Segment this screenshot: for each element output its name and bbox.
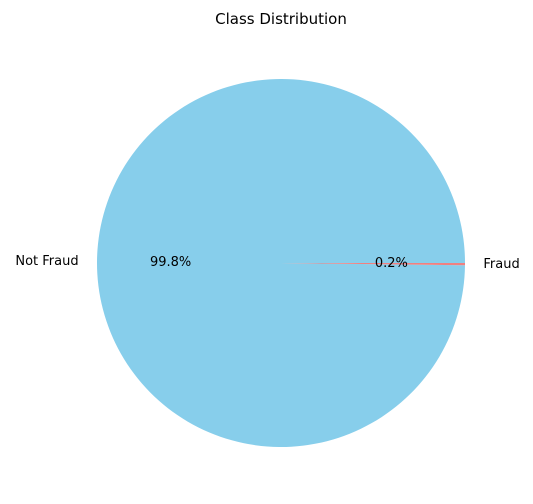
percent-label: 0.2%	[375, 256, 408, 271]
pie-slice-fraud	[281, 263, 465, 266]
percent-label: 99.8%	[150, 255, 191, 270]
chart-title: Class Distribution	[215, 10, 347, 28]
pie-labels: Not Fraud 99.8% Fraud 0.2%	[15, 254, 519, 272]
pie-slice-not-fraud	[97, 79, 466, 448]
pie-slices	[97, 79, 466, 448]
category-label: Not Fraud	[15, 254, 78, 269]
category-label: Fraud	[483, 257, 519, 272]
